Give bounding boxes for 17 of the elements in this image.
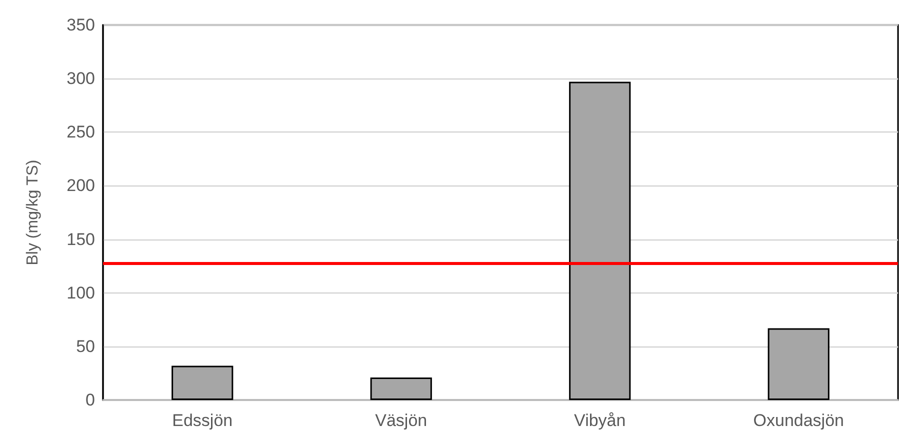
bar <box>370 378 432 400</box>
y-tick-label: 300 <box>66 69 95 88</box>
y-tick-label: 100 <box>66 283 95 302</box>
y-tick-label: 0 <box>86 390 95 410</box>
y-tick-label: 50 <box>76 336 95 356</box>
y-tick-label: 150 <box>66 230 95 249</box>
y-axis-title: Bly (mg/kg TS) <box>24 160 42 266</box>
bar <box>172 366 234 400</box>
y-tick-label: 250 <box>66 122 95 142</box>
y-tick-label: 350 <box>66 16 95 34</box>
x-tick-label: Edssjön <box>172 411 233 430</box>
x-tick-label: Vibyån <box>574 411 626 430</box>
x-tick-label: Oxundasjön <box>753 411 844 430</box>
x-tick-label: Väsjön <box>375 411 428 430</box>
y-tick-label: 200 <box>66 176 95 196</box>
bar <box>569 82 631 400</box>
bar <box>768 328 830 400</box>
